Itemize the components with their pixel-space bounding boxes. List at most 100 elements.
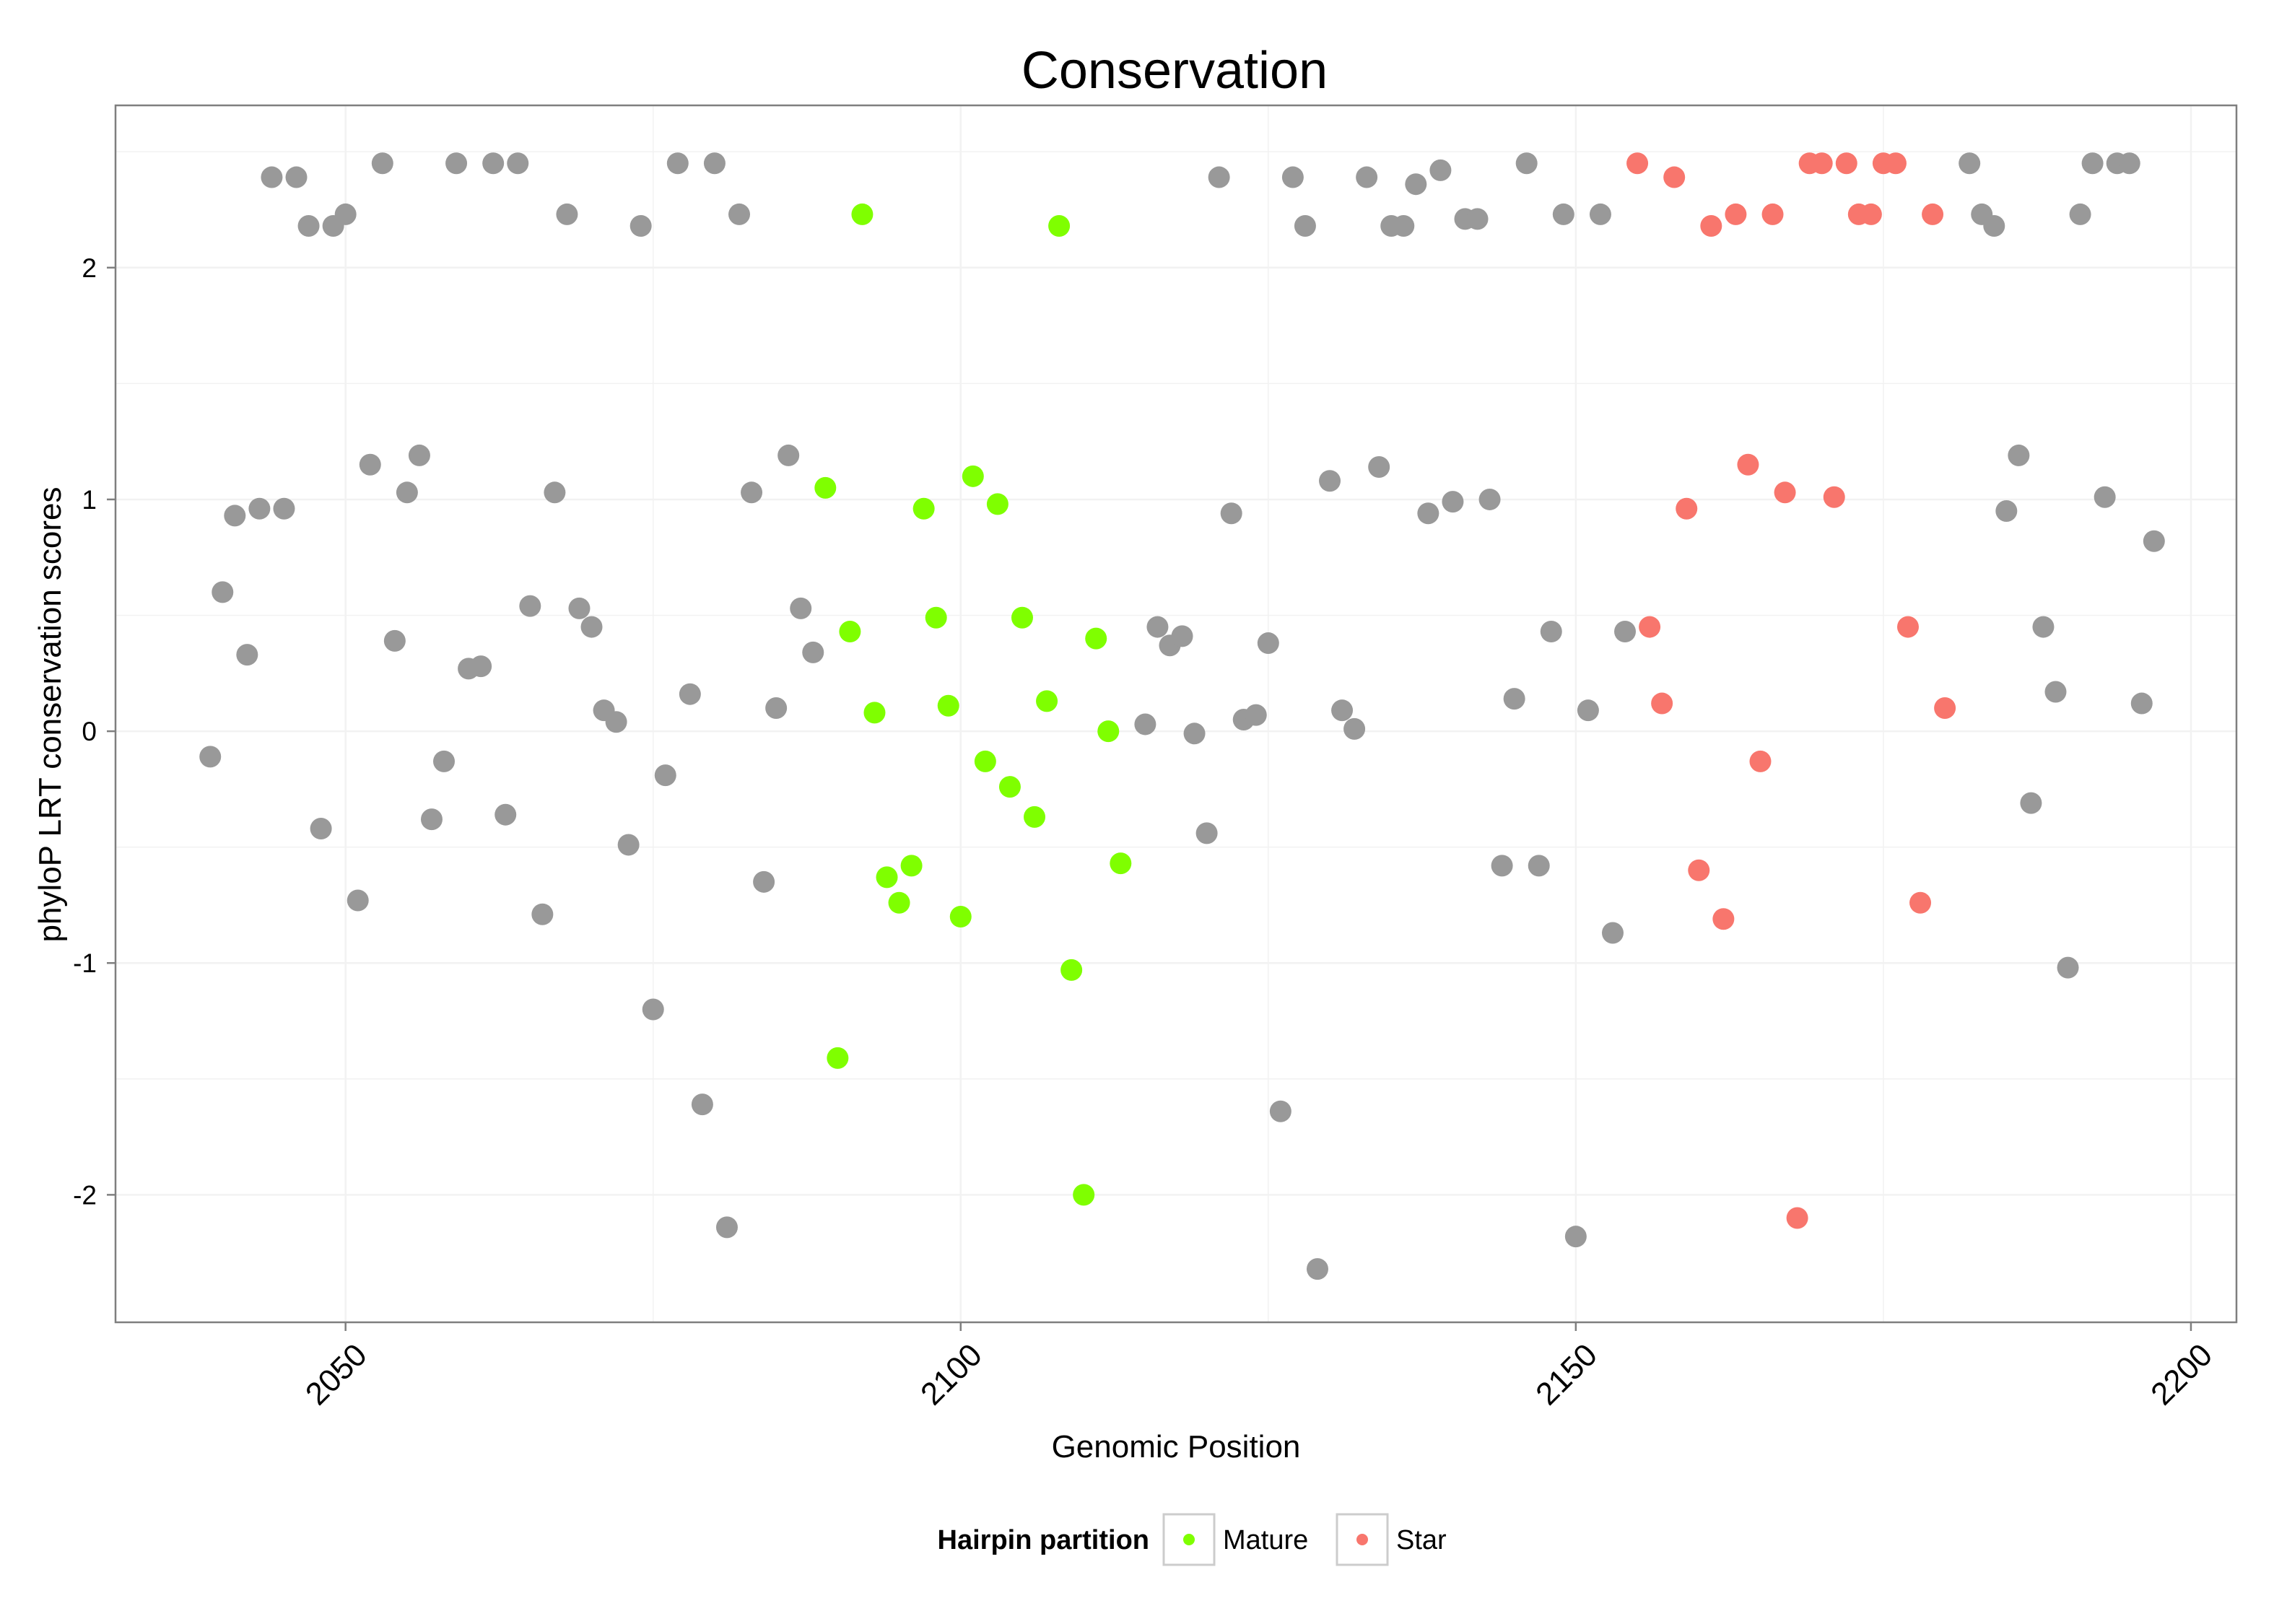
data-point-other (1589, 203, 1611, 225)
data-point-other (1368, 455, 1390, 478)
data-point-other (802, 641, 824, 663)
data-point-other (2118, 152, 2140, 175)
data-point-other (1208, 166, 1230, 188)
data-point-other (212, 581, 234, 603)
data-point-other (1601, 922, 1624, 944)
data-point-mature (876, 866, 898, 889)
data-point-other (495, 803, 517, 826)
data-point-mature (863, 702, 886, 724)
data-point-other (2130, 692, 2153, 715)
data-point-other (765, 697, 788, 719)
data-point-star (1786, 1207, 1808, 1229)
data-point-other (679, 683, 701, 705)
legend-label-mature: Mature (1223, 1525, 1308, 1555)
data-point-other (273, 497, 295, 520)
data-point-star (1860, 203, 1882, 225)
data-point-mature (1036, 690, 1058, 712)
data-point-mature (1097, 720, 1120, 743)
data-point-star (1909, 891, 1932, 914)
y-tick-label: -1 (73, 948, 97, 978)
data-point-other (568, 597, 591, 619)
x-axis-title: Genomic Position (1052, 1429, 1301, 1464)
data-point-other (1429, 159, 1452, 181)
data-point-star (1823, 486, 1845, 508)
data-point-star (1811, 152, 1833, 175)
data-point-mature (986, 493, 1009, 515)
data-point-other (199, 746, 222, 768)
data-point-other (507, 152, 529, 175)
data-point-other (420, 808, 443, 831)
data-point-mature (998, 776, 1021, 798)
data-point-other (1466, 208, 1489, 230)
data-point-other (1281, 166, 1304, 188)
data-point-mature (1110, 852, 1132, 875)
data-point-other (224, 505, 246, 527)
data-point-mature (949, 906, 972, 927)
data-point-other (654, 764, 676, 787)
data-point-mature (900, 855, 923, 877)
data-point-other (445, 152, 468, 175)
data-point-other (630, 214, 652, 237)
data-point-other (297, 214, 320, 237)
data-point-star (1896, 616, 1919, 638)
data-point-other (359, 453, 381, 476)
points-layer (199, 152, 2165, 1280)
data-point-other (1393, 214, 1415, 237)
data-point-other (261, 166, 283, 188)
y-axis-title: phyloP LRT conservation scores (32, 486, 68, 942)
data-point-mature (1024, 806, 1046, 828)
data-point-other (310, 817, 332, 839)
plot-panel-border (114, 104, 2238, 1324)
legend-label-star: Star (1396, 1525, 1447, 1555)
data-point-other (777, 444, 800, 466)
data-point-star (1676, 497, 1698, 520)
data-point-other (642, 998, 664, 1021)
data-point-other (1564, 1226, 1587, 1248)
data-point-other (2020, 792, 2042, 814)
data-point-star (1835, 152, 1857, 175)
data-point-mature (1085, 627, 1107, 650)
data-point-other (544, 481, 566, 504)
data-point-other (691, 1093, 713, 1116)
data-point-other (433, 750, 456, 772)
data-point-other (1146, 616, 1169, 638)
data-point-other (1294, 214, 1316, 237)
data-point-star (1712, 908, 1735, 930)
data-point-other (248, 497, 271, 520)
data-point-mature (974, 750, 996, 772)
data-point-other (1478, 488, 1501, 510)
data-point-other (580, 616, 603, 638)
data-point-star (1663, 166, 1686, 188)
data-point-mature (827, 1047, 849, 1069)
data-point-other (605, 711, 627, 733)
data-point-other (1614, 620, 1637, 642)
data-point-other (1552, 203, 1574, 225)
data-point-other (531, 903, 554, 925)
y-tick-label: 1 (82, 485, 97, 515)
data-point-other (1983, 214, 2005, 237)
grid-layer (116, 105, 2236, 1322)
data-point-other (519, 595, 541, 617)
data-point-other (617, 834, 640, 856)
data-point-mature (925, 606, 947, 629)
data-point-star (1749, 750, 1772, 772)
data-point-other (2008, 444, 2030, 466)
data-point-mature (839, 620, 861, 642)
data-point-star (1651, 692, 1673, 715)
data-point-other (2069, 203, 2091, 225)
data-point-other (1577, 699, 1599, 722)
data-point-star (1626, 152, 1649, 175)
data-point-other (1515, 152, 1538, 175)
y-tick-label: 2 (82, 253, 97, 283)
data-point-star (1884, 152, 1907, 175)
data-point-other (1417, 502, 1439, 525)
data-point-mature (888, 891, 910, 914)
legend-items: Mature Star (1162, 1513, 1447, 1566)
data-point-star (1639, 616, 1661, 638)
data-point-star (1737, 453, 1759, 476)
data-point-other (1503, 688, 1525, 710)
data-point-other (1442, 491, 1464, 513)
data-point-other (1306, 1258, 1328, 1280)
data-point-other (790, 597, 812, 619)
